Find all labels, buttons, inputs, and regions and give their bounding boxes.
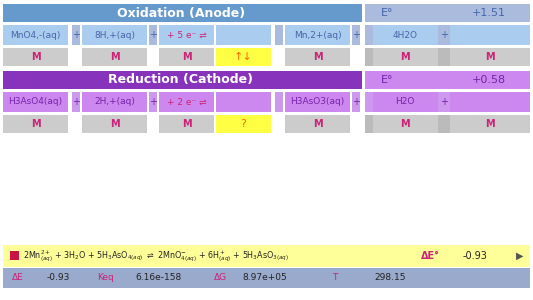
Text: -0.93: -0.93 bbox=[46, 274, 70, 283]
Bar bbox=[216, 48, 271, 66]
Text: Mn,2+(aq): Mn,2+(aq) bbox=[294, 31, 341, 40]
Text: 4H2O: 4H2O bbox=[392, 31, 417, 40]
Bar bbox=[365, 71, 530, 89]
Text: +: + bbox=[440, 97, 448, 107]
Bar bbox=[3, 268, 530, 288]
Bar bbox=[3, 48, 68, 66]
Text: +: + bbox=[149, 30, 157, 40]
Text: M: M bbox=[182, 119, 191, 129]
Bar bbox=[285, 92, 350, 112]
Bar bbox=[285, 25, 350, 45]
Bar bbox=[373, 115, 438, 133]
Text: MnO4,-(aq): MnO4,-(aq) bbox=[10, 31, 61, 40]
Bar bbox=[72, 92, 80, 112]
Bar bbox=[3, 245, 530, 267]
Text: +: + bbox=[440, 30, 448, 40]
Bar bbox=[373, 48, 438, 66]
Text: M: M bbox=[313, 52, 322, 62]
Text: +: + bbox=[149, 97, 157, 107]
Bar bbox=[216, 115, 271, 133]
Bar bbox=[3, 71, 362, 89]
Bar bbox=[365, 4, 530, 22]
Bar bbox=[10, 251, 19, 260]
Bar bbox=[3, 25, 68, 45]
Text: T: T bbox=[332, 274, 338, 283]
Bar bbox=[3, 115, 68, 133]
Text: +0.58: +0.58 bbox=[472, 75, 506, 85]
Text: M: M bbox=[31, 52, 41, 62]
Bar bbox=[365, 48, 530, 66]
Text: +: + bbox=[72, 30, 80, 40]
Text: ΔE: ΔE bbox=[12, 274, 24, 283]
Bar bbox=[216, 92, 271, 112]
Bar bbox=[373, 92, 438, 112]
Text: M: M bbox=[31, 119, 41, 129]
Text: +: + bbox=[352, 30, 360, 40]
Bar bbox=[275, 25, 283, 45]
Bar bbox=[365, 25, 530, 45]
Bar bbox=[72, 25, 80, 45]
Bar bbox=[159, 92, 214, 112]
Bar bbox=[365, 115, 530, 133]
Text: Keq: Keq bbox=[96, 274, 114, 283]
Bar bbox=[82, 92, 147, 112]
Bar bbox=[82, 25, 147, 45]
Bar bbox=[373, 25, 438, 45]
Text: M: M bbox=[485, 52, 495, 62]
Bar bbox=[365, 92, 530, 112]
Text: Reduction (Cathode): Reduction (Cathode) bbox=[109, 74, 254, 86]
Text: +: + bbox=[352, 97, 360, 107]
Bar bbox=[82, 115, 147, 133]
Bar bbox=[275, 92, 283, 112]
Text: 8H,+(aq): 8H,+(aq) bbox=[94, 31, 135, 40]
Text: + 5 e⁻ ⇌: + 5 e⁻ ⇌ bbox=[167, 31, 207, 40]
Text: M: M bbox=[400, 52, 410, 62]
Text: ΔE°: ΔE° bbox=[421, 251, 440, 261]
Text: M: M bbox=[182, 52, 191, 62]
Text: M: M bbox=[313, 119, 322, 129]
Text: Oxidation (Anode): Oxidation (Anode) bbox=[117, 7, 245, 20]
Text: ↑↓: ↑↓ bbox=[234, 52, 253, 62]
Bar bbox=[149, 25, 157, 45]
Bar bbox=[352, 92, 360, 112]
Bar bbox=[450, 25, 530, 45]
Text: H3AsO3(aq): H3AsO3(aq) bbox=[290, 98, 345, 106]
Bar bbox=[450, 92, 530, 112]
Bar bbox=[216, 25, 271, 45]
Text: 8.97e+05: 8.97e+05 bbox=[243, 274, 287, 283]
Text: 6.16e-158: 6.16e-158 bbox=[135, 274, 181, 283]
Text: 2H,+(aq): 2H,+(aq) bbox=[94, 98, 135, 106]
Bar bbox=[149, 92, 157, 112]
Text: 2Mn$^{2+}_{(aq)}$ + 3H$_2$O + 5H$_3$AsO$_{4(aq)}$ $\rightleftharpoons$ 2MnO$^{-}: 2Mn$^{2+}_{(aq)}$ + 3H$_2$O + 5H$_3$AsO$… bbox=[23, 248, 289, 264]
Bar bbox=[352, 25, 360, 45]
Bar bbox=[3, 4, 362, 22]
Text: +1.51: +1.51 bbox=[472, 8, 506, 18]
Text: M: M bbox=[485, 119, 495, 129]
Bar bbox=[159, 48, 214, 66]
Bar bbox=[3, 92, 68, 112]
Bar bbox=[285, 115, 350, 133]
Text: -0.93: -0.93 bbox=[463, 251, 488, 261]
Text: M: M bbox=[110, 119, 119, 129]
Text: ▶: ▶ bbox=[516, 251, 524, 261]
Bar bbox=[450, 115, 530, 133]
Text: +: + bbox=[72, 97, 80, 107]
Text: E°: E° bbox=[381, 75, 393, 85]
Text: M: M bbox=[110, 52, 119, 62]
Bar bbox=[82, 48, 147, 66]
Bar bbox=[440, 92, 448, 112]
Bar bbox=[440, 25, 448, 45]
Text: H2O: H2O bbox=[395, 98, 415, 106]
Bar bbox=[450, 48, 530, 66]
Text: + 2 e⁻ ⇌: + 2 e⁻ ⇌ bbox=[167, 98, 207, 106]
Text: 298.15: 298.15 bbox=[374, 274, 406, 283]
Bar bbox=[285, 48, 350, 66]
Text: M: M bbox=[400, 119, 410, 129]
Text: ΔG: ΔG bbox=[213, 274, 227, 283]
Bar bbox=[159, 115, 214, 133]
Text: ?: ? bbox=[240, 119, 246, 129]
Bar bbox=[159, 25, 214, 45]
Text: E°: E° bbox=[381, 8, 393, 18]
Text: H3AsO4(aq): H3AsO4(aq) bbox=[9, 98, 62, 106]
